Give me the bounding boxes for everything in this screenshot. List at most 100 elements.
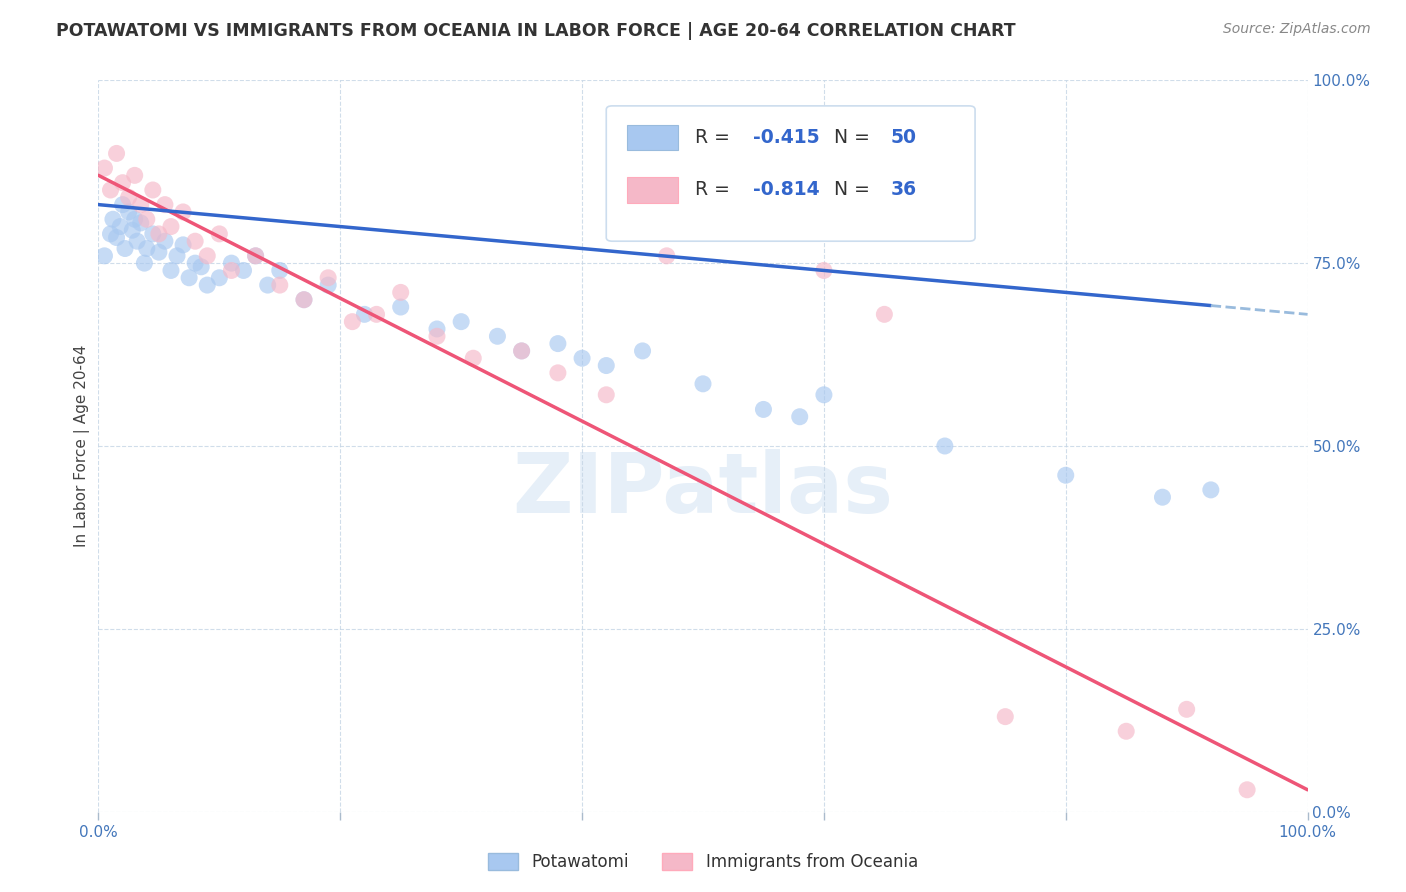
Point bbox=[389, 285, 412, 300]
Point bbox=[510, 343, 533, 358]
Point bbox=[547, 366, 569, 380]
Point bbox=[269, 263, 291, 277]
Point bbox=[142, 227, 165, 241]
Point bbox=[124, 212, 146, 227]
Point bbox=[100, 227, 122, 241]
Point bbox=[426, 322, 449, 336]
Point bbox=[655, 249, 678, 263]
Text: R =: R = bbox=[695, 128, 735, 147]
Point bbox=[1175, 702, 1198, 716]
Point bbox=[692, 376, 714, 391]
Point bbox=[1115, 724, 1137, 739]
Point bbox=[114, 242, 136, 256]
Text: ZIPatlas: ZIPatlas bbox=[513, 450, 893, 531]
FancyBboxPatch shape bbox=[627, 178, 678, 202]
Point bbox=[389, 300, 412, 314]
Point bbox=[994, 709, 1017, 723]
Point bbox=[1199, 483, 1222, 497]
Point bbox=[486, 329, 509, 343]
Point bbox=[450, 315, 472, 329]
Point bbox=[292, 293, 315, 307]
Point bbox=[153, 234, 176, 248]
Point bbox=[195, 278, 218, 293]
Point bbox=[426, 329, 449, 343]
Point bbox=[190, 260, 212, 274]
Point bbox=[221, 263, 243, 277]
Point bbox=[595, 388, 617, 402]
Point bbox=[245, 249, 267, 263]
Point bbox=[1152, 490, 1174, 504]
Point bbox=[353, 307, 375, 321]
Point bbox=[316, 278, 339, 293]
Text: R =: R = bbox=[695, 180, 735, 200]
Point bbox=[873, 307, 896, 321]
Point bbox=[111, 197, 134, 211]
Point bbox=[101, 212, 124, 227]
Point bbox=[166, 249, 188, 263]
Point bbox=[105, 230, 128, 244]
Point bbox=[510, 343, 533, 358]
Point bbox=[93, 249, 115, 263]
Point bbox=[342, 315, 364, 329]
Point bbox=[160, 219, 183, 234]
FancyBboxPatch shape bbox=[606, 106, 976, 241]
Point bbox=[208, 227, 231, 241]
Point bbox=[195, 249, 218, 263]
FancyBboxPatch shape bbox=[627, 125, 678, 150]
Point bbox=[172, 237, 194, 252]
Point bbox=[752, 402, 775, 417]
Point bbox=[813, 263, 835, 277]
Point bbox=[232, 263, 254, 277]
Point bbox=[269, 278, 291, 293]
Point bbox=[118, 190, 141, 204]
Point bbox=[93, 161, 115, 175]
Point bbox=[160, 263, 183, 277]
Point bbox=[105, 146, 128, 161]
Point bbox=[153, 197, 176, 211]
Point bbox=[292, 293, 315, 307]
Point bbox=[934, 439, 956, 453]
Point bbox=[316, 270, 339, 285]
Point bbox=[813, 388, 835, 402]
Text: -0.415: -0.415 bbox=[752, 128, 820, 147]
Point bbox=[100, 183, 122, 197]
Text: 50: 50 bbox=[890, 128, 917, 147]
Point bbox=[1054, 468, 1077, 483]
Point bbox=[134, 256, 156, 270]
Legend: Potawatomi, Immigrants from Oceania: Potawatomi, Immigrants from Oceania bbox=[479, 845, 927, 880]
Point bbox=[571, 351, 593, 366]
Point bbox=[127, 234, 149, 248]
Point bbox=[135, 212, 157, 227]
Point bbox=[111, 176, 134, 190]
Point bbox=[135, 242, 157, 256]
Point bbox=[121, 223, 143, 237]
Point bbox=[129, 197, 152, 211]
Point bbox=[184, 234, 207, 248]
Point bbox=[118, 205, 141, 219]
Text: POTAWATOMI VS IMMIGRANTS FROM OCEANIA IN LABOR FORCE | AGE 20-64 CORRELATION CHA: POTAWATOMI VS IMMIGRANTS FROM OCEANIA IN… bbox=[56, 22, 1017, 40]
Point bbox=[108, 219, 131, 234]
Y-axis label: In Labor Force | Age 20-64: In Labor Force | Age 20-64 bbox=[75, 345, 90, 547]
Point bbox=[245, 249, 267, 263]
Text: 36: 36 bbox=[890, 180, 917, 200]
Point bbox=[124, 169, 146, 183]
Point bbox=[366, 307, 388, 321]
Point bbox=[148, 245, 170, 260]
Text: N =: N = bbox=[834, 128, 876, 147]
Point bbox=[631, 343, 654, 358]
Point bbox=[184, 256, 207, 270]
Point bbox=[148, 227, 170, 241]
Text: Source: ZipAtlas.com: Source: ZipAtlas.com bbox=[1223, 22, 1371, 37]
Text: N =: N = bbox=[834, 180, 876, 200]
Point bbox=[221, 256, 243, 270]
Point bbox=[256, 278, 278, 293]
Point bbox=[142, 183, 165, 197]
Point bbox=[172, 205, 194, 219]
Point bbox=[547, 336, 569, 351]
Point bbox=[129, 216, 152, 230]
Point bbox=[789, 409, 811, 424]
Point bbox=[179, 270, 201, 285]
Text: -0.814: -0.814 bbox=[752, 180, 820, 200]
Point bbox=[1236, 782, 1258, 797]
Point bbox=[463, 351, 485, 366]
